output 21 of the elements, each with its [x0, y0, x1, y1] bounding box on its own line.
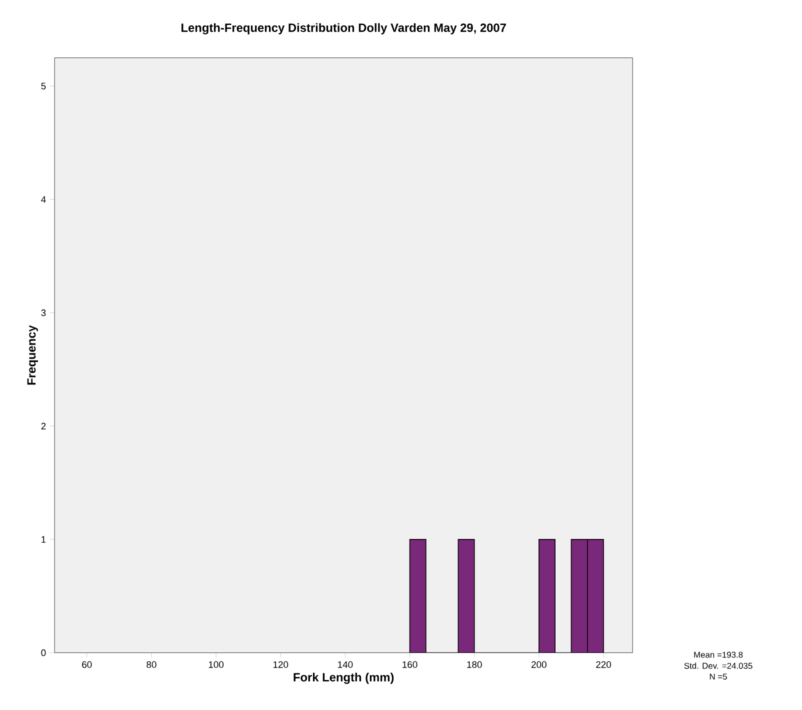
x-tick-label: 60 [82, 661, 92, 668]
chart-title: Length-Frequency Distribution Dolly Varden May 29, 2007 [182, 23, 506, 35]
y-tick-label: 3 [41, 310, 46, 316]
y-tick-label: 2 [41, 423, 46, 430]
x-tick-label: 100 [208, 661, 224, 668]
x-tick-label: 200 [532, 661, 546, 668]
x-tick-label: 140 [338, 661, 353, 668]
x-tick-label: 180 [467, 661, 482, 668]
text: N =5 [710, 674, 727, 680]
x-tick-label: 80 [146, 661, 156, 668]
x-tick-label: 160 [402, 661, 418, 668]
x-axis-title: Fork Length (mm) [294, 672, 394, 684]
x-tick-label: 120 [273, 661, 288, 668]
text: Std. Dev. =24.035 [684, 662, 752, 670]
y-tick-label: 0 [41, 650, 46, 656]
x-tick-label: 220 [596, 661, 612, 668]
y-tick-label: 5 [41, 83, 46, 90]
y-tick-label: 4 [41, 196, 46, 203]
text: Mean =193.8 [694, 652, 743, 658]
y-tick-label: 1 [42, 536, 46, 543]
y-axis-title: Frequency [27, 325, 38, 385]
